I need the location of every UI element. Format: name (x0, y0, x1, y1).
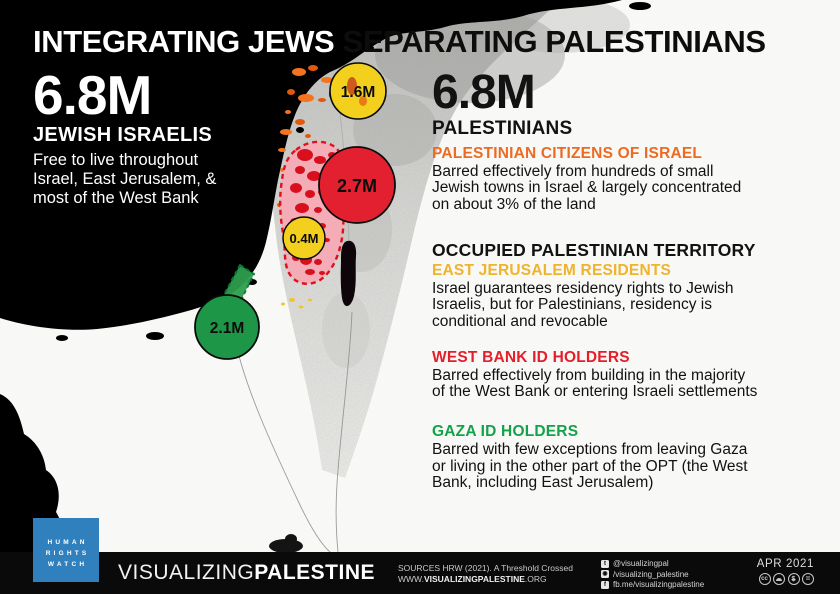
jewish-israelis-description: Free to live throughout Israel, East Jer… (33, 150, 217, 207)
section-body: Barred with few exceptions from leaving … (432, 441, 748, 492)
section-body: Israel guarantees residency rights to Je… (432, 279, 734, 331)
wordmark-visualizing: VISUALIZING (118, 561, 255, 584)
cc-nd-icon: = (802, 573, 814, 585)
page-title: INTEGRATING JEWS SEPARATING PALESTINIANS (33, 24, 766, 60)
black-ink-blob (0, 0, 651, 341)
sources-text: SOURCES HRW (2021). A Threshold Crossed … (398, 563, 573, 585)
hrw-line-rights: RIGHTS (45, 549, 90, 557)
cc-nc-icon: $ (787, 573, 800, 585)
section-gaza: GAZA ID HOLDERS Barred with few exceptio… (432, 423, 774, 492)
svg-text:2.7M: 2.7M (337, 176, 377, 196)
section-heading: PALESTINIAN CITIZENS OF ISRAEL (432, 144, 703, 162)
instagram-icon: ◉ (601, 570, 609, 578)
cc-icon: cc (758, 573, 771, 585)
svg-text:0.4M: 0.4M (290, 231, 319, 246)
jewish-israelis-label: JEWISH ISRAELIS (33, 123, 212, 146)
visualizing-palestine-logo: VISUALIZINGPALESTINE (118, 561, 375, 585)
section-west-bank: WEST BANK ID HOLDERS Barred effectively … (432, 348, 774, 401)
facebook-handle[interactable]: f fb.me/visualizingpalestine (601, 580, 704, 589)
cc-by-icon (773, 573, 785, 585)
bubble-east-jerusalem: 0.4M (282, 216, 326, 260)
svg-text:2.1M: 2.1M (210, 320, 244, 337)
section-body: Barred effectively from building in the … (432, 366, 758, 401)
section-body: Barred effectively from hundreds of smal… (432, 162, 742, 214)
title-separating-palestinians: SEPARATING PALESTINIANS (342, 24, 767, 59)
wordmark-palestine: PALESTINE (254, 561, 375, 584)
palestinians-panel: 6.8M PALESTINIANS PALESTINIAN CITIZENS O… (432, 66, 774, 492)
bubble-israel-citizens: 1.6M (329, 62, 387, 120)
instagram-handle[interactable]: ◉ /visualizing_palestine (601, 569, 689, 579)
bubble-west-bank: 2.7M (318, 146, 396, 224)
section-heading: EAST JERUSALEM RESIDENTS (432, 261, 672, 279)
jewish-israelis-panel: 6.8M JEWISH ISRAELIS Free to live throug… (33, 64, 263, 208)
silhouette-small-head (285, 534, 297, 544)
twitter-icon: t (601, 559, 609, 568)
human-rights-watch-logo: HUMAN RIGHTS WATCH (33, 518, 99, 582)
title-integrating-jews: INTEGRATING JEWS (33, 24, 335, 59)
jewish-israelis-figure: 6.8M (33, 64, 152, 126)
license-icons: cc $ = (757, 573, 814, 585)
palestinians-label: PALESTINIANS (432, 117, 573, 139)
section-heading: GAZA ID HOLDERS (432, 423, 579, 441)
hrw-line-watch: WATCH (47, 560, 88, 568)
opt-heading: OCCUPIED PALESTINIAN TERRITORY (432, 239, 756, 260)
population-bubbles: 1.6M 2.7M 0.4M 2.1M (194, 62, 396, 360)
footer-bar: VISUALIZINGPALESTINE SOURCES HRW (2021).… (0, 552, 840, 594)
hrw-line-human: HUMAN (47, 538, 88, 546)
facebook-icon: f (601, 580, 609, 589)
svg-text:1.6M: 1.6M (341, 84, 375, 101)
sources-line2[interactable]: WWW.VISUALIZINGPALESTINE.ORG (398, 574, 547, 585)
social-handles: t @visualizingpal ◉ /visualizing_palesti… (601, 559, 704, 589)
section-heading: WEST BANK ID HOLDERS (432, 348, 630, 366)
twitter-handle[interactable]: t @visualizingpal (601, 559, 704, 568)
section-citizens-of-israel: PALESTINIAN CITIZENS OF ISRAEL Barred ef… (432, 144, 774, 214)
section-east-jerusalem: EAST JERUSALEM RESIDENTS Israel guarante… (432, 261, 774, 331)
settlement-dots (281, 298, 312, 309)
bubble-gaza: 2.1M (194, 294, 260, 360)
date-and-license: APR 2021 cc $ = (757, 558, 814, 585)
palestinians-figure: 6.8M (432, 66, 536, 119)
sources-line1: SOURCES HRW (2021). A Threshold Crossed (398, 563, 573, 573)
publish-date: APR 2021 (756, 558, 814, 570)
dead-sea (340, 240, 357, 307)
